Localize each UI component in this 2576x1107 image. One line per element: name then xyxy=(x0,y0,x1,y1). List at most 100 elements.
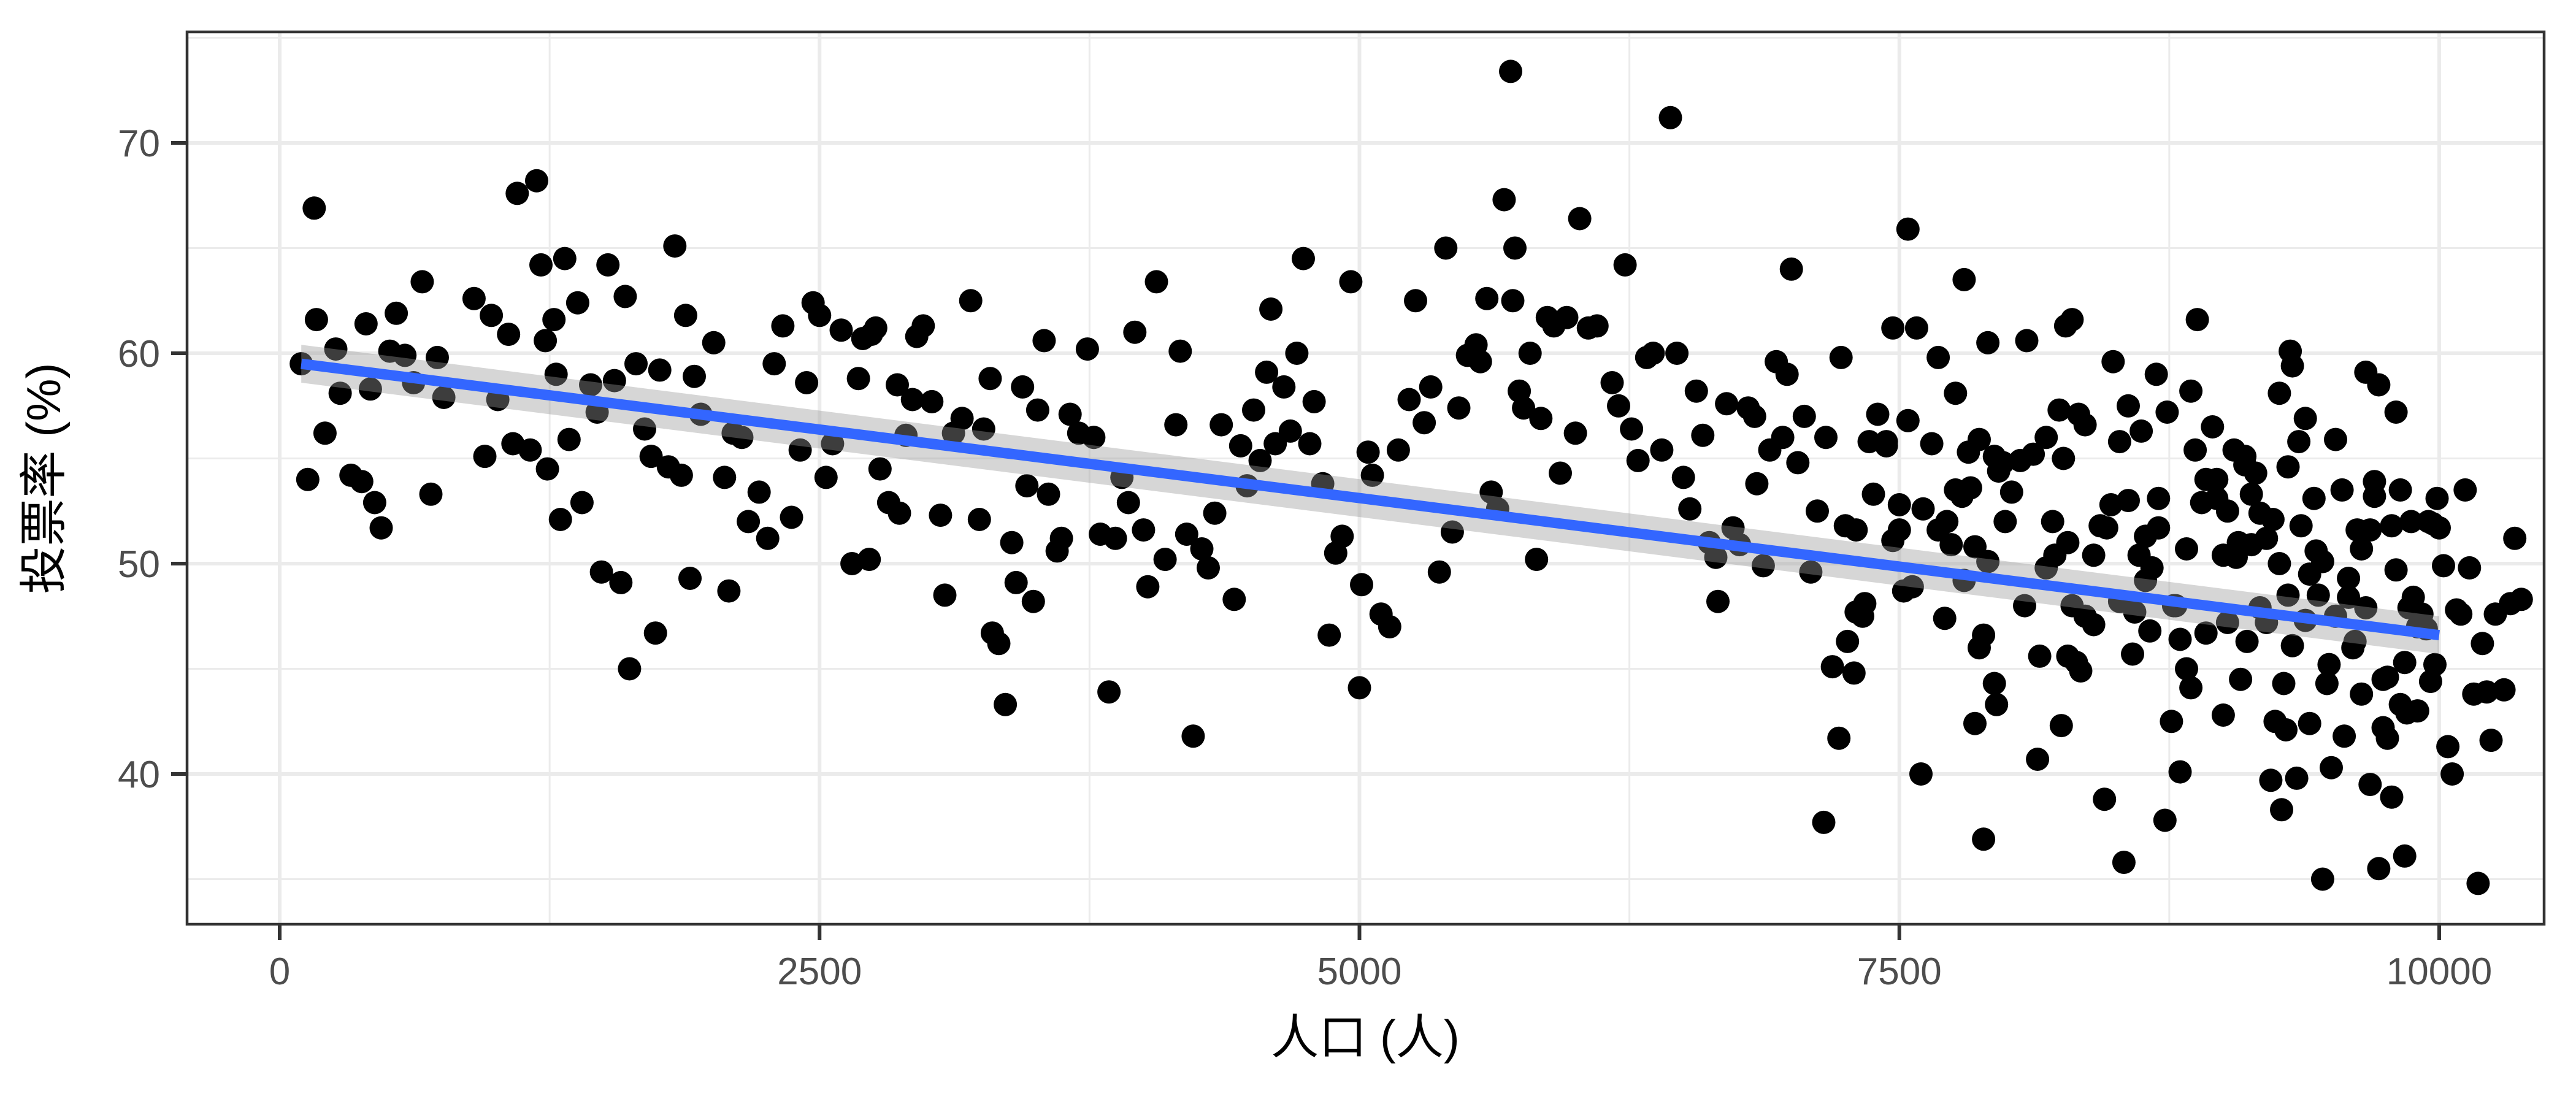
y-axis-title: 投票率 (%) xyxy=(17,363,71,594)
data-point xyxy=(2095,516,2118,540)
data-point xyxy=(747,480,771,504)
data-point xyxy=(1350,573,1373,597)
data-point xyxy=(2503,526,2527,550)
data-point xyxy=(2138,619,2162,643)
data-point xyxy=(1926,345,1950,369)
data-point xyxy=(1255,360,1279,384)
data-point xyxy=(1814,426,1838,450)
data-point xyxy=(1779,257,1803,281)
data-point xyxy=(1058,402,1082,426)
data-point xyxy=(1976,550,2000,573)
data-point xyxy=(2168,627,2192,651)
data-point xyxy=(1347,676,1371,700)
data-point xyxy=(864,316,887,340)
data-point xyxy=(1164,413,1188,437)
data-point xyxy=(2337,567,2361,590)
data-point xyxy=(846,367,870,391)
data-point xyxy=(1525,548,1549,572)
data-point xyxy=(2393,651,2417,675)
data-point xyxy=(886,373,909,397)
data-point xyxy=(2315,672,2339,695)
data-point xyxy=(2341,636,2365,660)
data-point xyxy=(1339,270,1363,294)
data-point xyxy=(762,352,786,376)
data-point xyxy=(1190,537,1214,561)
data-point xyxy=(1123,320,1147,344)
data-point xyxy=(1302,389,1326,413)
data-point xyxy=(1933,607,1957,630)
data-point xyxy=(518,438,542,462)
data-point xyxy=(1842,661,1866,685)
data-point xyxy=(2013,594,2036,618)
data-point xyxy=(1866,402,1890,426)
data-point xyxy=(780,505,803,529)
data-point xyxy=(1292,247,1315,270)
data-point xyxy=(978,367,1002,391)
data-point xyxy=(1168,339,1192,363)
data-point xyxy=(663,234,687,258)
data-point xyxy=(2211,703,2235,727)
data-point xyxy=(1248,448,1272,472)
data-point xyxy=(2453,478,2477,502)
data-point xyxy=(673,304,697,328)
data-point xyxy=(1097,680,1121,704)
data-point xyxy=(596,253,620,277)
data-point xyxy=(1132,518,1156,542)
data-point xyxy=(350,470,374,494)
data-point xyxy=(2293,407,2317,431)
data-point xyxy=(2183,438,2207,462)
data-point xyxy=(2287,430,2311,454)
data-point xyxy=(1650,438,1674,462)
data-point xyxy=(2082,543,2106,567)
data-point xyxy=(1563,421,1587,445)
data-point xyxy=(2330,478,2354,502)
data-point xyxy=(1555,305,1579,329)
data-point xyxy=(2121,642,2144,666)
data-point xyxy=(1887,493,1911,516)
data-point xyxy=(2333,724,2356,748)
data-point xyxy=(2449,602,2473,626)
data-point xyxy=(1982,672,2006,695)
y-tick-label: 50 xyxy=(118,543,160,586)
data-point xyxy=(618,657,642,681)
data-point xyxy=(369,516,393,540)
data-point xyxy=(821,432,845,456)
data-point xyxy=(1881,529,1905,553)
data-point xyxy=(1963,711,1987,735)
data-point xyxy=(911,314,935,338)
data-point xyxy=(1600,371,1624,394)
data-point xyxy=(2134,569,2158,592)
data-point xyxy=(304,308,328,332)
data-point xyxy=(1944,381,1968,405)
data-point xyxy=(2153,808,2177,832)
data-point xyxy=(1468,350,1492,373)
data-point xyxy=(1512,396,1536,420)
data-point xyxy=(2056,531,2080,554)
data-point xyxy=(1427,560,1451,584)
data-point xyxy=(1812,810,1836,834)
data-point xyxy=(2069,659,2093,683)
data-point xyxy=(426,345,449,369)
data-point xyxy=(1684,379,1708,403)
data-point xyxy=(900,388,924,412)
data-point xyxy=(1021,589,1045,613)
data-point xyxy=(2440,762,2464,786)
data-point xyxy=(1419,375,1443,399)
data-point xyxy=(1242,398,1265,422)
data-point xyxy=(1745,472,1769,496)
data-point xyxy=(579,373,602,397)
data-point xyxy=(2405,699,2429,723)
data-point xyxy=(730,426,754,450)
data-point xyxy=(1209,413,1233,437)
data-point xyxy=(613,285,637,308)
data-point xyxy=(1529,407,1553,431)
data-point xyxy=(1413,411,1436,435)
data-point xyxy=(2492,678,2516,702)
data-point xyxy=(1658,105,1682,129)
data-point xyxy=(2179,379,2203,403)
data-point xyxy=(358,377,382,401)
data-point xyxy=(669,463,693,487)
data-point xyxy=(557,427,581,451)
data-point xyxy=(1751,554,1775,578)
